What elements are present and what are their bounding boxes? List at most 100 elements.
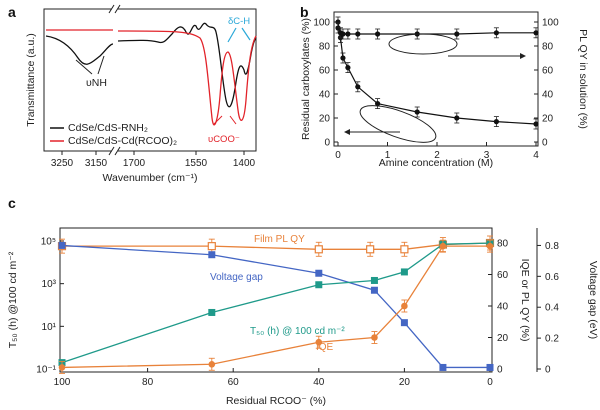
panel-b-ytick: 20 (319, 114, 331, 125)
panel-b-point (345, 31, 351, 37)
panel-c-label: c (8, 195, 16, 211)
series-cdse-rnh2-line (45, 22, 257, 108)
panel-c-point (208, 360, 216, 368)
panel-c-point (401, 302, 408, 310)
panel-b-ylabel: Residual carboxylates (%) (300, 18, 312, 140)
panel-b-y2tick: 20 (542, 114, 554, 125)
panel-c-ytick: 10⁻¹ (36, 365, 56, 376)
panel-c-point (58, 241, 66, 249)
panel-a-xtick: 1700 (123, 158, 146, 169)
panel-a-xlabel: Wavenumber (cm⁻¹) (103, 172, 198, 184)
panel-b-xlabel: Amine concentration (M) (379, 157, 493, 169)
panel-c-point (370, 286, 378, 294)
panel-a-xtick: 3250 (51, 158, 74, 169)
panel-b-point (454, 31, 460, 37)
panel-a-label: a (8, 4, 16, 20)
panel-b-y2tick: 0 (542, 138, 548, 149)
panel-c-point (400, 245, 409, 254)
panel-b-point (533, 30, 539, 36)
panel-c-point (371, 334, 378, 341)
panel-b-point (355, 31, 361, 37)
panel-b-point (345, 65, 351, 71)
panel-c-point (370, 276, 378, 284)
ellipse-qy (388, 33, 458, 55)
panel-c-point (400, 268, 408, 276)
panel-b-y2tick: 80 (542, 42, 554, 53)
panel-c-y3label: Voltage gap (eV) (587, 261, 599, 339)
panel-b-point (375, 101, 381, 107)
panel-b-series-1-line (337, 27, 536, 35)
panel-c-y2tick: 40 (497, 302, 509, 313)
panel-c-y2tick: 0 (497, 365, 503, 376)
panel-c-xtick: 80 (142, 377, 154, 388)
panel-b-point (375, 31, 381, 37)
panel-c-y2label: IQE or PL QY (%) (519, 259, 531, 342)
panel-c-point (366, 245, 375, 254)
panel-a-ylabel: Transmittance (a.u.) (25, 33, 37, 127)
panel-b-xtick: 1 (385, 150, 391, 161)
panel-c-point (314, 245, 323, 254)
panel-c-point (315, 269, 323, 277)
panel-b-ytick: 0 (324, 138, 330, 149)
panel-a-xtick: 1550 (185, 158, 208, 169)
panel-b-y2tick: 60 (542, 66, 554, 77)
panel-b-point (340, 31, 346, 37)
panel-c-y3tick: 0.8 (545, 241, 559, 252)
panel-c-series-1-line (61, 244, 490, 369)
panel-c-point (315, 338, 323, 346)
panel-b-point (493, 119, 499, 125)
panel-c-series-2-line (61, 242, 491, 364)
panel-b-point (414, 109, 420, 115)
panel-b-y2label: PL QY in solution (%) (577, 29, 589, 129)
panel-c-y3tick: 0.2 (545, 334, 559, 345)
panel-c-point (208, 308, 216, 316)
panel-b-y2tick: 100 (542, 18, 559, 29)
panel-b-y2tick: 40 (542, 90, 554, 101)
ellipse-carboxylates (359, 105, 437, 143)
label-t50: T₅₀ (h) @ 100 cd m⁻² (250, 326, 345, 337)
panel-c-point (439, 242, 447, 250)
panel-c-y3tick: 0.4 (545, 303, 559, 314)
panel-b-xtick: 3 (484, 150, 490, 161)
label-iqe: IQE (316, 342, 334, 353)
panel-c-y2tick: 20 (497, 333, 509, 344)
panel-b-xtick: 0 (335, 150, 341, 161)
annotation-coo: υCOO⁻ (208, 134, 240, 145)
panel-c-ytick: 10¹ (42, 322, 57, 333)
panel-b-point (355, 84, 361, 90)
panel-c-xtick: 40 (313, 377, 325, 388)
panel-a-xtick: 3150 (85, 158, 108, 169)
panel-c-point (315, 281, 323, 289)
panel-c-point (207, 242, 216, 251)
panel-b-ytick: 40 (319, 90, 331, 101)
panel-c-point (439, 363, 447, 371)
panel-c-frame (59, 227, 493, 373)
panel-c-xlabel: Residual RCOO⁻ (%) (226, 395, 326, 407)
panel-c-xtick: 0 (487, 377, 493, 388)
panel-c-y3tick: 0 (545, 365, 551, 376)
panel-b-ytick: 100 (313, 18, 330, 29)
legend-label-rnh2: CdSe/CdS-RNH₂ (68, 122, 148, 134)
panel-c-xtick: 20 (399, 377, 411, 388)
panel-c-y2tick: 80 (497, 239, 509, 250)
panel-c-series-3-line (61, 245, 490, 369)
panel-a-xtick: 1400 (233, 158, 256, 169)
panel-c-point (208, 251, 216, 259)
panel-b-frame (333, 11, 539, 147)
series-cdse-cdrcoo-line (46, 29, 257, 126)
annotation-ch: δC-H (228, 16, 250, 27)
panel-c-xtick: 60 (228, 377, 240, 388)
label-voltage-gap: Voltage gap (210, 272, 263, 283)
panel-c-point (486, 363, 494, 371)
legend-label-cdrcoo: CdSe/CdS-Cd(RCOO)₂ (68, 135, 177, 147)
panel-b-point (493, 30, 499, 36)
panel-c-y3tick: 0.6 (545, 272, 559, 283)
panel-c-point (486, 242, 494, 250)
panel-c-ytick: 10³ (42, 279, 57, 290)
panel-b-ytick: 80 (319, 42, 331, 53)
panel-c: c 100 80 60 40 20 0 10⁻¹ 10¹ 10³ 10⁵ 0 20 40 60 80 0 0.2… (7, 195, 599, 407)
panel-b-point (533, 121, 539, 127)
panel-c-point (58, 364, 66, 371)
panel-b-label: b (300, 4, 309, 20)
